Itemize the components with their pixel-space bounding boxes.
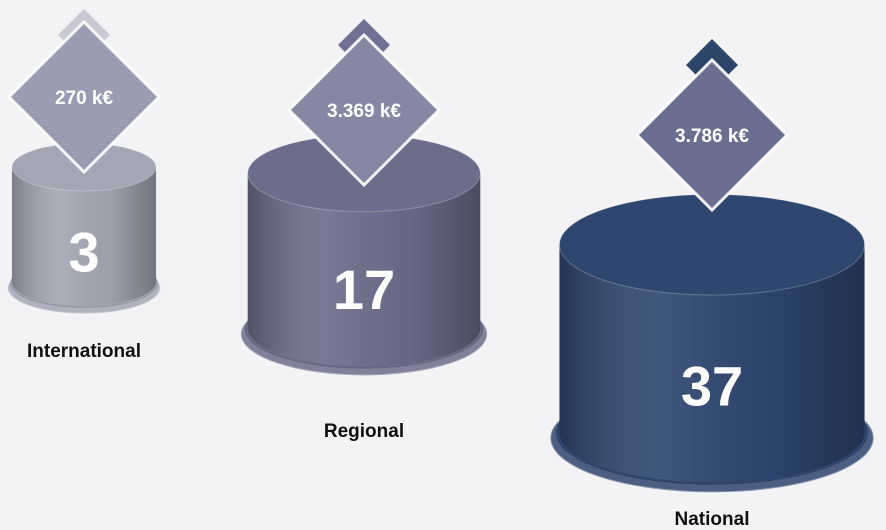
category-label: National: [675, 509, 750, 530]
amount-label: 3.369 k€: [327, 101, 401, 122]
cylinder: [558, 193, 866, 483]
amount-label: 270 k€: [55, 88, 114, 109]
cylinder-part: [559, 244, 865, 483]
amount-diamond: [286, 32, 442, 188]
amount-diamond: [6, 19, 162, 175]
cylinder: [11, 142, 157, 306]
category-label: Regional: [324, 421, 404, 442]
count-label: 17: [333, 258, 395, 321]
cylinder-part: [247, 173, 481, 367]
count-label: 37: [681, 355, 743, 418]
amount-label: 3.786 k€: [675, 126, 749, 147]
count-label: 3: [68, 221, 99, 284]
cylinder-part: [11, 167, 157, 306]
category-label: International: [27, 341, 141, 362]
amount-diamond: [634, 57, 790, 213]
